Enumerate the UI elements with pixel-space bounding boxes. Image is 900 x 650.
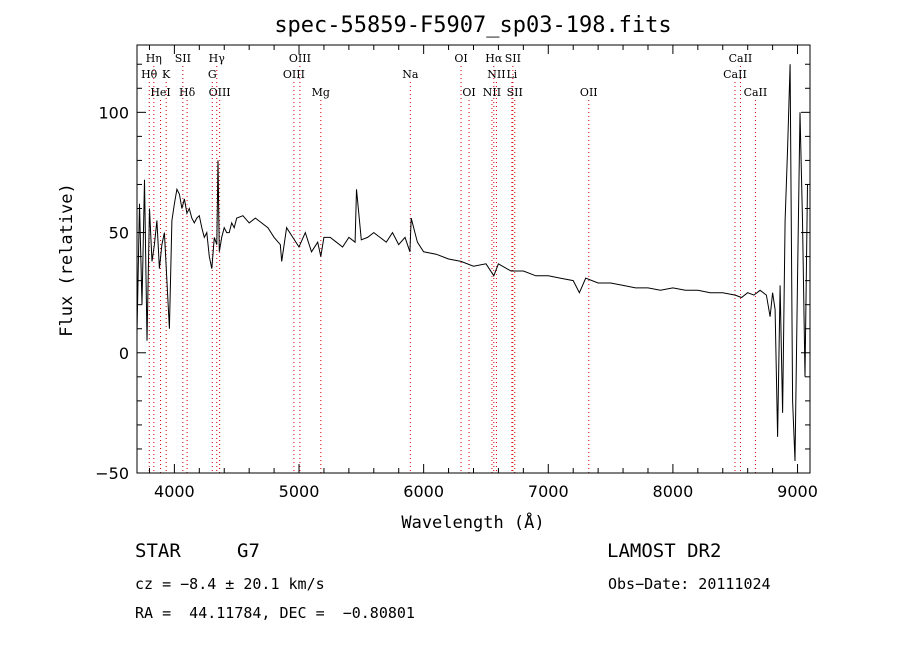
line-marker-label-row1-2: Hγ (209, 52, 226, 65)
line-marker-label-row1-6: SII (505, 52, 521, 65)
spectrum-line-0 (136, 64, 808, 462)
line-marker-label-row3-3: Mg (312, 86, 330, 99)
object-type: STAR (135, 540, 181, 562)
line-marker-label-row2-1: K (162, 68, 171, 81)
line-marker-label-row2-5: NII (487, 68, 505, 81)
line-marker-label-row3-1: Hδ (179, 86, 196, 99)
line-marker-label-row1-7: CaII (729, 52, 753, 65)
survey-name: LAMOST DR2 (607, 540, 722, 562)
line-marker-label-row3-5: NII (483, 86, 501, 99)
line-marker-label-row2-3: OIII (283, 68, 305, 81)
line-marker-label-row3-0: HeI (150, 86, 170, 99)
ra-dec: RA = 44.11784, DEC = −0.80801 (135, 604, 415, 622)
object-subclass: G7 (237, 540, 260, 562)
y-tick-label-1: 0 (119, 344, 129, 363)
line-marker-label-row3-4: OI (462, 86, 475, 99)
line-marker-label-row1-1: SII (175, 52, 191, 65)
x-tick-label-1: 5000 (279, 482, 320, 501)
plot-frame (136, 44, 811, 474)
line-marker-label-row2-4: Na (402, 68, 419, 81)
y-axis-label: Flux (relative) (57, 183, 77, 337)
line-marker-label-row2-7: CaII (723, 68, 747, 81)
line-marker-label-row1-0: Hη (146, 52, 162, 65)
x-tick-label-0: 4000 (154, 482, 195, 501)
line-marker-label-row2-0: Hθ (141, 68, 158, 81)
x-tick-label-4: 8000 (653, 482, 694, 501)
chart-title: spec-55859-F5907_sp03-198.fits (274, 13, 671, 38)
cz-value: cz = −8.4 ± 20.1 km/s (135, 575, 325, 593)
x-axis-label: Wavelength (Å) (401, 511, 544, 533)
line-marker-label-row1-4: OI (454, 52, 467, 65)
line-marker-label-row1-3: OIII (289, 52, 311, 65)
line-marker-label-row3-7: OII (580, 86, 598, 99)
x-tick-label-2: 6000 (403, 482, 444, 501)
line-marker-label-row2-6: Li (506, 68, 517, 81)
y-tick-label-0: −50 (95, 464, 129, 483)
y-tick-label-2: 50 (109, 224, 129, 243)
line-marker-label-row2-2: G (208, 68, 217, 81)
obs-date: Obs−Date: 20111024 (608, 575, 771, 593)
y-tick-label-3: 100 (98, 103, 129, 122)
line-marker-label-row1-5: Hα (485, 52, 503, 65)
x-tick-label-5: 9000 (777, 482, 818, 501)
x-tick-label-3: 7000 (528, 482, 569, 501)
line-marker-label-row3-6: SII (507, 86, 523, 99)
line-marker-label-row3-2: OIII (209, 86, 231, 99)
line-marker-label-row3-8: CaII (744, 86, 768, 99)
